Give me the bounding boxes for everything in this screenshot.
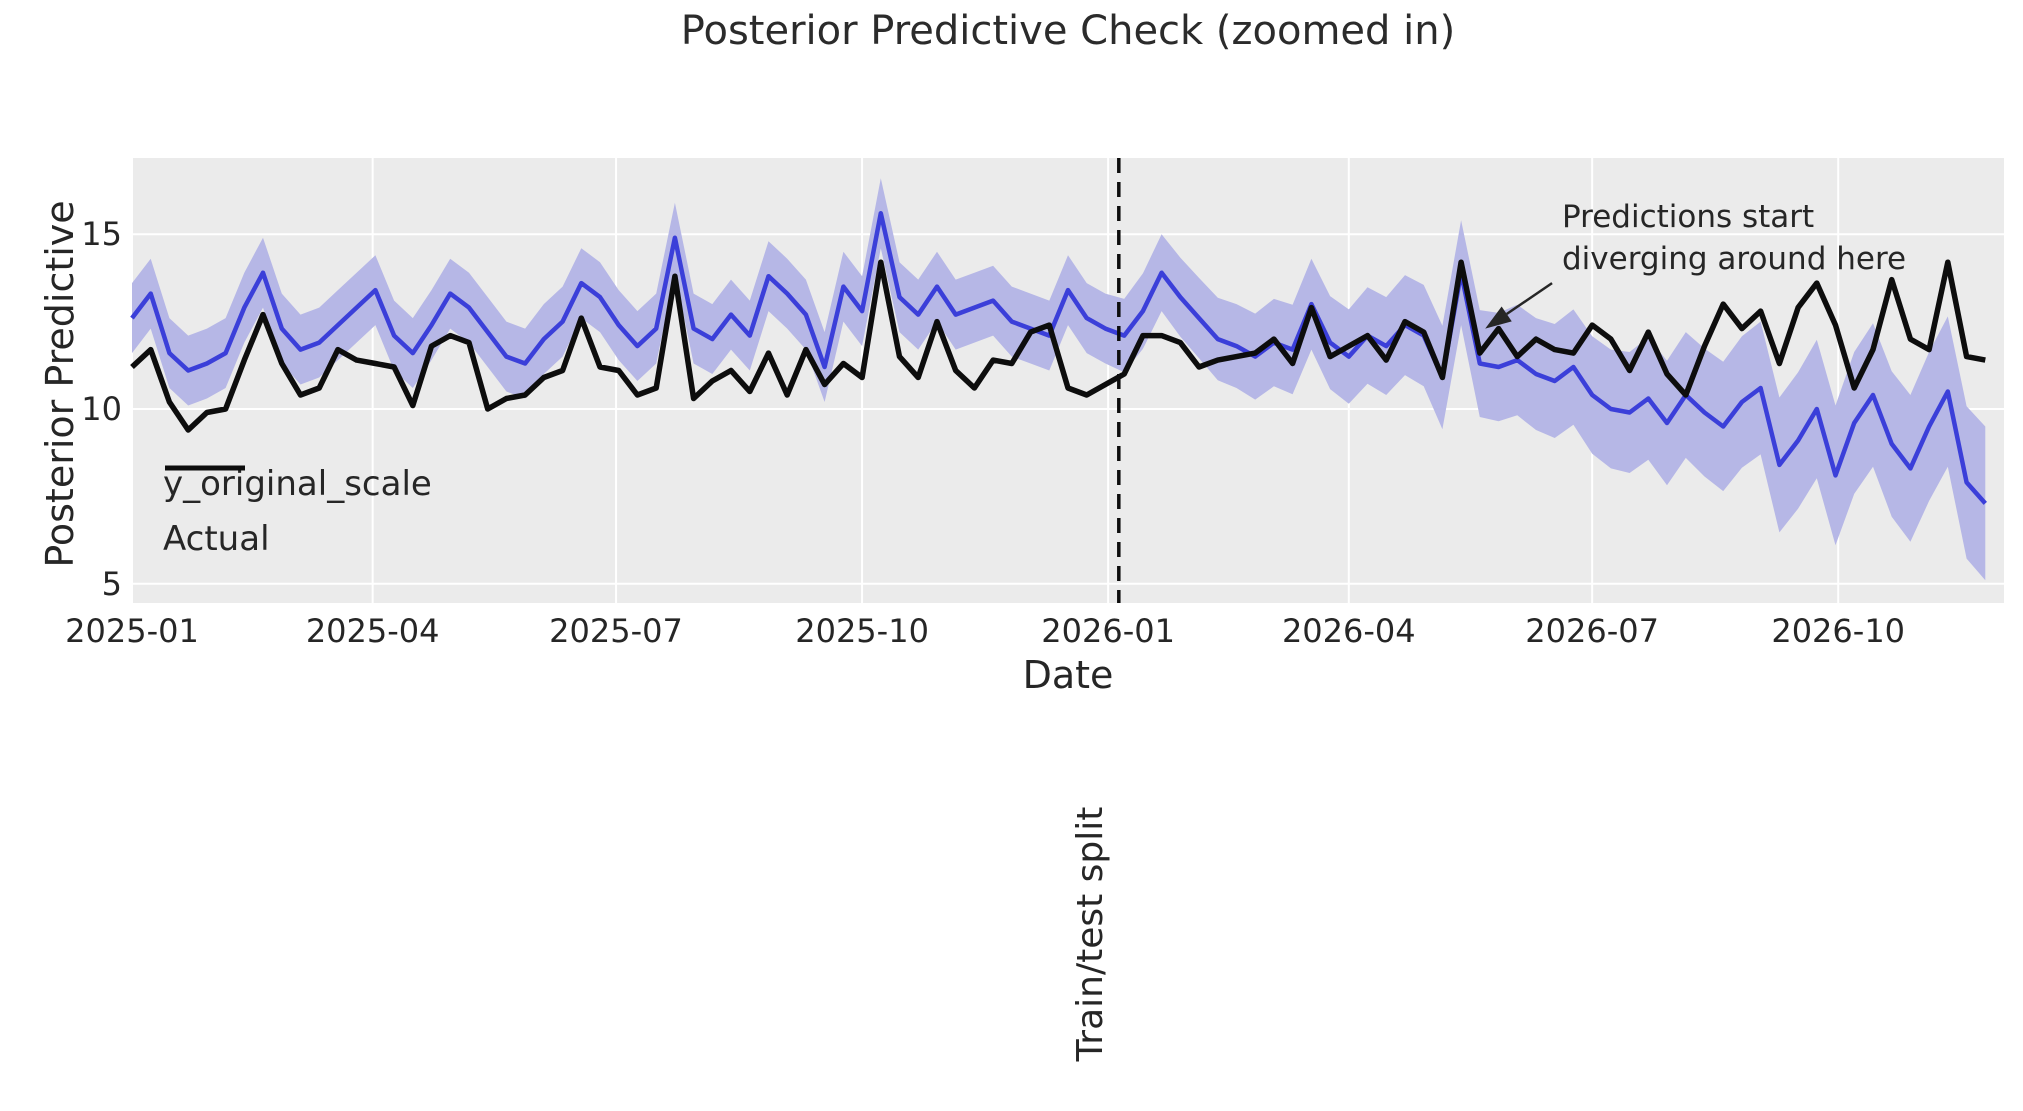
uncertainty-band: [132, 178, 1986, 581]
legend: y_original_scale Actual: [163, 464, 432, 559]
x-tick-label: 2025-04: [305, 612, 440, 650]
predicted-line: [130, 210, 1987, 505]
diverge-annotation-line2: diverging around here: [1562, 241, 1907, 277]
y-tick-label: 5: [101, 564, 122, 603]
y-tick-label: 15: [81, 215, 122, 254]
x-tick-label: 2025-07: [549, 612, 683, 650]
actual-line-swatch-icon: [165, 465, 245, 471]
x-tick-label: 2026-07: [1525, 612, 1660, 650]
diverge-annotation-line1: Predictions start: [1562, 199, 1815, 235]
train-test-split-label: Train/test split: [1070, 806, 1111, 1062]
chart-title: Posterior Predictive Check (zoomed in): [680, 8, 1456, 54]
x-tick-label: 2026-10: [1771, 612, 1906, 650]
diverge-annotation: Predictions start diverging around here: [1562, 196, 1906, 280]
actual-line: [130, 259, 1986, 433]
x-tick-label: 2026-04: [1281, 612, 1416, 650]
x-axis-label: Date: [1022, 653, 1114, 697]
legend-label-predicted: y_original_scale: [163, 464, 432, 504]
y-axis-label: Posterior Predictive: [38, 200, 82, 568]
x-tick-label: 2025-10: [795, 612, 929, 650]
legend-label-actual: Actual: [163, 519, 270, 559]
legend-item-actual: Actual: [163, 465, 432, 559]
x-tick-label: 2025-01: [65, 612, 199, 650]
x-tick-label: 2026-01: [1041, 612, 1175, 650]
y-tick-label: 10: [81, 389, 122, 428]
annotation-arrow: [1485, 282, 1553, 329]
